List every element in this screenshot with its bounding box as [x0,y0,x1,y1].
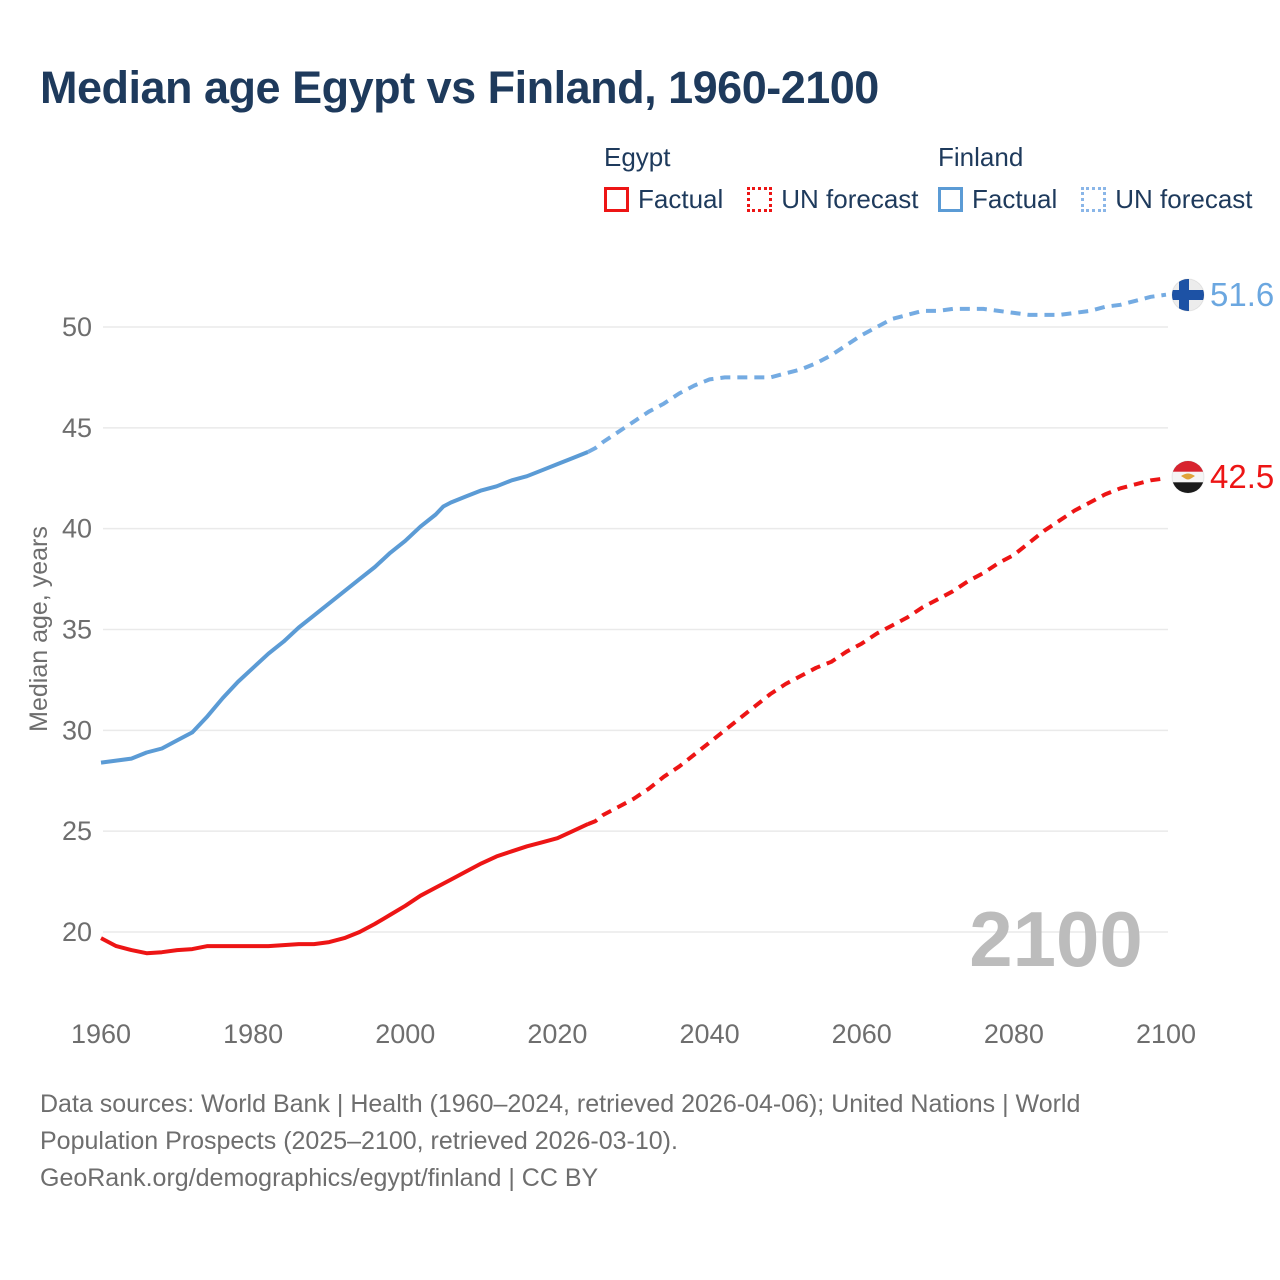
egypt-end-value: 42.5 [1210,458,1274,495]
footer-sources: Data sources: World Bank | Health (1960–… [40,1086,1080,1197]
x-tick-label: 2020 [527,1019,587,1049]
egypt-flag-icon [1171,460,1205,494]
legend-forecast-label: UN forecast [781,184,919,214]
y-tick-label: 30 [62,715,92,745]
series-egypt-un-forecast [587,476,1167,826]
finland-end-value: 51.6 [1210,276,1274,313]
watermark-year: 2100 [969,895,1143,983]
egypt-forecast-swatch [747,187,773,212]
x-tick-label: 2040 [680,1019,740,1049]
page-title: Median age Egypt vs Finland, 1960-2100 [40,62,879,113]
legend-factual-label: Factual [638,184,724,214]
y-tick-label: 40 [62,514,92,544]
legend-finland-label: Finland [938,142,1024,172]
series-layer [100,292,1167,956]
y-axis-title: Median age, years [25,526,53,732]
x-tick-label: 1960 [71,1019,131,1049]
legend-group-finland: Finland Factual UN forecast [938,142,1253,215]
x-tick-label: 2080 [984,1019,1044,1049]
y-tick-label: 50 [62,312,92,342]
legend-group-egypt: Egypt Factual UN forecast [604,142,919,215]
series-finland-un-forecast [586,292,1167,454]
gridlines-layer: 20 25 30 35 40 45 50 1960 1980 2000 2020 2040 2060 20… [62,312,1196,1049]
series-egypt-factual [100,822,589,956]
finland-flag-icon [1171,278,1205,312]
footer-line-1: Data sources: World Bank | Health (1960–… [40,1090,1081,1118]
footer-line-2: Population Prospects (2025–2100, retriev… [40,1127,678,1155]
x-tick-label: 2000 [375,1019,435,1049]
y-tick-label: 45 [62,413,92,443]
legend-egypt-label: Egypt [604,142,671,172]
series-finland-factual [100,450,589,765]
finland-factual-swatch [938,187,963,212]
y-tick-label: 35 [62,615,92,645]
y-tick-label: 25 [62,816,92,846]
legend-egypt-factual[interactable]: Factual [604,184,723,215]
finland-forecast-swatch [1081,187,1107,212]
legend-factual-label: Factual [972,184,1058,214]
x-tick-label: 2100 [1136,1019,1196,1049]
footer-line-3[interactable]: GeoRank.org/demographics/egypt/finland |… [40,1164,599,1192]
x-tick-label: 1980 [223,1019,283,1049]
x-tick-label: 2060 [832,1019,892,1049]
y-tick-label: 20 [62,917,92,947]
legend-egypt-forecast[interactable]: UN forecast [747,184,919,215]
legend-finland-forecast[interactable]: UN forecast [1081,184,1253,215]
egypt-factual-swatch [604,187,629,212]
legend-forecast-label: UN forecast [1115,184,1253,214]
legend-finland-factual[interactable]: Factual [938,184,1057,215]
